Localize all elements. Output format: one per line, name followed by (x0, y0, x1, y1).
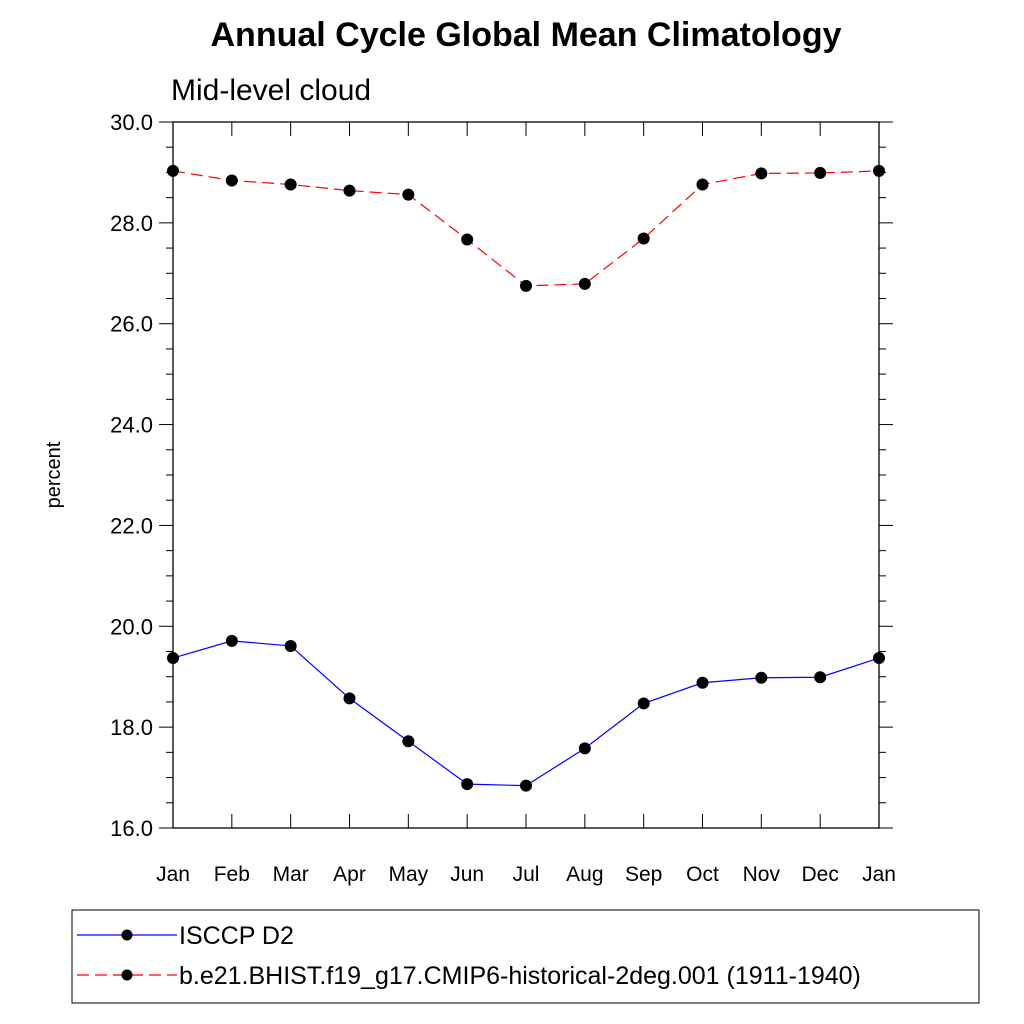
series-0-point (225, 634, 238, 647)
legend-marker-isccp (121, 929, 133, 941)
series-0-point (873, 652, 885, 665)
y-tick-label: 22.0 (110, 513, 153, 538)
series-1-point (520, 279, 532, 292)
series-0-point (167, 652, 179, 665)
series-1-point (578, 277, 591, 290)
series-1-point (814, 166, 827, 179)
series-0-point (637, 697, 650, 710)
y-tick-label: 18.0 (110, 715, 153, 740)
y-axis: 16.0 18.0 20.0 22.0 24.0 26.0 28.0 30.0 (110, 110, 893, 841)
x-tick-label: May (388, 863, 428, 886)
series-1-point (461, 233, 474, 246)
legend-entry-isccp: ISCCP D2 (77, 922, 294, 950)
y-tick-label: 24.0 (110, 413, 153, 438)
y-tick-label: 28.0 (110, 211, 153, 236)
series-1-point (343, 184, 356, 197)
series-1-point (755, 167, 768, 180)
x-tick-label: Dec (801, 863, 838, 886)
x-tick-label: Aug (566, 863, 603, 886)
series-0-point (402, 735, 415, 748)
series-1-point (225, 174, 238, 187)
plot-frame (172, 121, 880, 829)
series-0-point (520, 779, 532, 792)
series-0-point (578, 742, 591, 755)
x-tick-label: Jan (156, 863, 190, 886)
series-0-point (343, 692, 356, 705)
series-1-point (284, 178, 297, 191)
series-line-0 (172, 640, 880, 787)
x-tick-label: Feb (214, 863, 250, 886)
x-tick-label: Mar (273, 863, 309, 886)
series-layer (167, 164, 885, 792)
series-line-1 (172, 170, 880, 287)
y-tick-label: 30.0 (110, 110, 153, 135)
series-0-point (755, 671, 768, 684)
x-tick-label: Jul (513, 863, 540, 886)
series-1-point (873, 164, 885, 177)
y-axis-label: percent (43, 441, 65, 508)
legend-label-isccp: ISCCP D2 (179, 922, 294, 950)
y-tick-label: 26.0 (110, 312, 153, 337)
x-tick-label: Nov (743, 863, 781, 886)
y-tick-label: 20.0 (110, 614, 153, 639)
legend-label-model: b.e21.BHIST.f19_g17.CMIP6-historical-2de… (179, 962, 861, 990)
x-tick-label: Jan (862, 863, 896, 886)
x-tick-label: Apr (333, 863, 366, 886)
series-0-point (284, 639, 297, 652)
series-0-point (461, 778, 474, 791)
x-axis: Jan Feb Mar Apr May Jun Jul Aug Sep Oct Nov Dec Jan (156, 122, 896, 886)
legend-marker-model (121, 969, 133, 981)
x-tick-label: Sep (625, 863, 662, 886)
x-tick-label: Jun (450, 863, 484, 886)
series-1-point (696, 178, 709, 191)
legend-entry-model: b.e21.BHIST.f19_g17.CMIP6-historical-2de… (77, 962, 861, 990)
x-tick-label: Oct (686, 863, 719, 886)
chart-subtitle: Mid-level cloud (171, 74, 371, 107)
legend-box (71, 909, 980, 1004)
series-1-point (167, 164, 179, 177)
series-0-point (814, 671, 827, 684)
y-tick-label: 16.0 (110, 816, 153, 841)
series-1-point (637, 232, 650, 245)
legend: ISCCP D2 b.e21.BHIST.f19_g17.CMIP6-histo… (71, 909, 980, 1004)
series-0-point (696, 676, 709, 689)
series-1-point (402, 188, 415, 201)
chart-title: Annual Cycle Global Mean Climatology (211, 16, 842, 54)
